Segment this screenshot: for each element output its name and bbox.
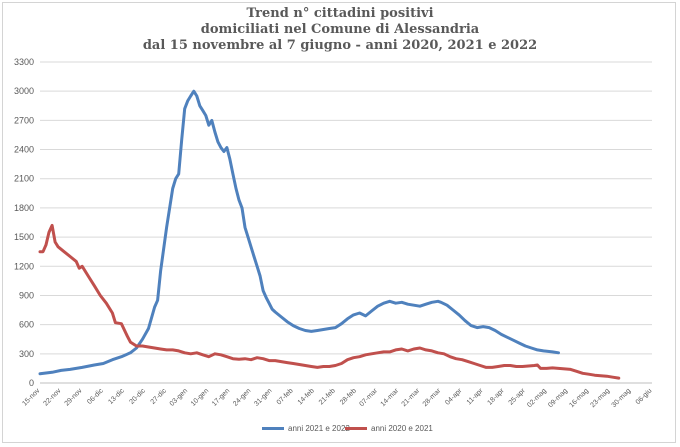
x-tick-label: 04-apr <box>444 387 464 407</box>
x-tick-label: 03-gen <box>169 387 189 407</box>
y-tick-label: 2100 <box>14 174 34 184</box>
x-tick-label: 28-feb <box>339 387 358 406</box>
y-tick-label: 1200 <box>14 261 34 271</box>
x-tick-label: 31-gen <box>253 387 273 407</box>
legend-swatch-series-1 <box>262 427 284 430</box>
x-tick-label: 24-gen <box>232 387 252 407</box>
y-tick-label: 1800 <box>14 203 34 213</box>
x-tick-label: 27-dic <box>150 387 169 406</box>
x-tick-label: 15-nov <box>21 387 41 407</box>
x-tick-label: 10-gen <box>190 387 210 407</box>
chart-title-line-1: Trend n° cittadini positivi <box>246 6 434 21</box>
legend-item-series-2: anni 2020 e 2021 <box>345 424 433 433</box>
legend-item-series-1: anni 2021 e 2022 <box>262 424 350 433</box>
x-tick-label: 07-mar <box>358 387 379 408</box>
y-tick-label: 2400 <box>14 145 34 155</box>
x-tick-label: 02-mag <box>526 387 548 409</box>
series-line-1 <box>38 89 560 376</box>
x-tick-label: 06-dic <box>86 387 105 406</box>
gridlines <box>40 61 652 384</box>
x-tick-label: 29-nov <box>64 387 84 407</box>
series-line-2 <box>38 223 621 380</box>
y-tick-label: 2700 <box>14 115 34 125</box>
x-tick-label: 20-dic <box>128 387 147 406</box>
y-tick-label: 0 <box>29 378 34 388</box>
x-tick-label: 25-apr <box>508 387 528 407</box>
x-tick-label: 06-giu <box>635 387 654 406</box>
y-tick-label: 900 <box>19 290 34 300</box>
x-tick-label: 28-mar <box>422 387 443 408</box>
series-lines <box>38 89 621 380</box>
x-tick-label: 23-mag <box>589 387 611 409</box>
x-axis-ticks: 15-nov 22-nov 29-nov 06-dic 13-dic 20-dic 27-d… <box>21 387 653 409</box>
y-tick-label: 1500 <box>14 232 34 242</box>
x-tick-label: 17-gen <box>211 387 231 407</box>
chart-title-line-2: domiciliati nel Comune di Alessandria <box>200 22 480 37</box>
legend-label-series-1: anni 2021 e 2022 <box>288 424 350 433</box>
chart-title-line-3: dal 15 novembre al 7 giugno - anni 2020,… <box>142 38 538 53</box>
x-tick-label: 16-mag <box>568 387 590 409</box>
x-tick-label: 21-feb <box>318 387 337 406</box>
x-tick-label: 30-mag <box>611 387 633 409</box>
legend-label-series-2: anni 2020 e 2021 <box>371 424 433 433</box>
y-tick-label: 3300 <box>14 57 34 67</box>
x-tick-label: 07-feb <box>276 387 295 406</box>
y-tick-label: 600 <box>19 320 34 330</box>
x-tick-label: 21-mar <box>401 387 422 408</box>
x-tick-label: 14-feb <box>297 387 316 406</box>
y-axis-ticks: 0 300 600 900 1200 1500 1800 2100 2400 2700 3000 33… <box>14 57 34 388</box>
x-tick-label: 13-dic <box>107 387 126 406</box>
x-tick-label: 11-apr <box>466 387 485 406</box>
legend-swatch-series-2 <box>345 427 367 430</box>
x-tick-label: 18-apr <box>486 387 506 407</box>
y-tick-label: 3000 <box>14 86 34 96</box>
x-tick-label: 09-mag <box>547 387 569 409</box>
y-tick-label: 300 <box>19 349 34 359</box>
x-tick-label: 14-mar <box>380 387 401 408</box>
x-tick-label: 22-nov <box>42 387 62 407</box>
